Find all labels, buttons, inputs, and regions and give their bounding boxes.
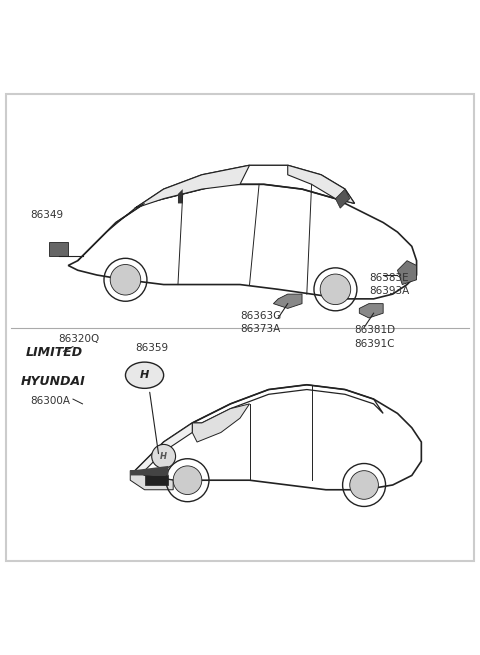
Text: 86383E
86393A: 86383E 86393A (369, 273, 409, 296)
Circle shape (173, 466, 202, 495)
Circle shape (152, 445, 176, 468)
Polygon shape (192, 404, 250, 442)
Circle shape (350, 471, 378, 499)
Polygon shape (135, 165, 250, 208)
Text: 86363G
86373A: 86363G 86373A (240, 311, 281, 334)
Polygon shape (135, 423, 192, 471)
Text: 86320Q: 86320Q (59, 334, 100, 344)
Polygon shape (130, 466, 168, 476)
Polygon shape (274, 294, 302, 309)
Polygon shape (360, 304, 383, 318)
Text: H: H (140, 370, 149, 380)
Text: 86359: 86359 (135, 343, 168, 353)
Text: H: H (160, 452, 167, 461)
Ellipse shape (125, 362, 164, 388)
Polygon shape (130, 471, 173, 490)
Polygon shape (178, 189, 183, 204)
Text: 86381D
86391C: 86381D 86391C (355, 326, 396, 348)
Polygon shape (336, 189, 350, 208)
Polygon shape (397, 261, 417, 284)
Circle shape (320, 274, 351, 305)
Text: LIMITED: LIMITED (25, 346, 83, 359)
Circle shape (110, 265, 141, 295)
Text: 86300A: 86300A (30, 396, 70, 406)
Text: HYUNDAI: HYUNDAI (21, 375, 85, 388)
Text: 86349: 86349 (30, 210, 63, 219)
Polygon shape (78, 204, 144, 261)
Polygon shape (49, 242, 68, 256)
Polygon shape (144, 476, 168, 485)
Polygon shape (288, 165, 355, 204)
